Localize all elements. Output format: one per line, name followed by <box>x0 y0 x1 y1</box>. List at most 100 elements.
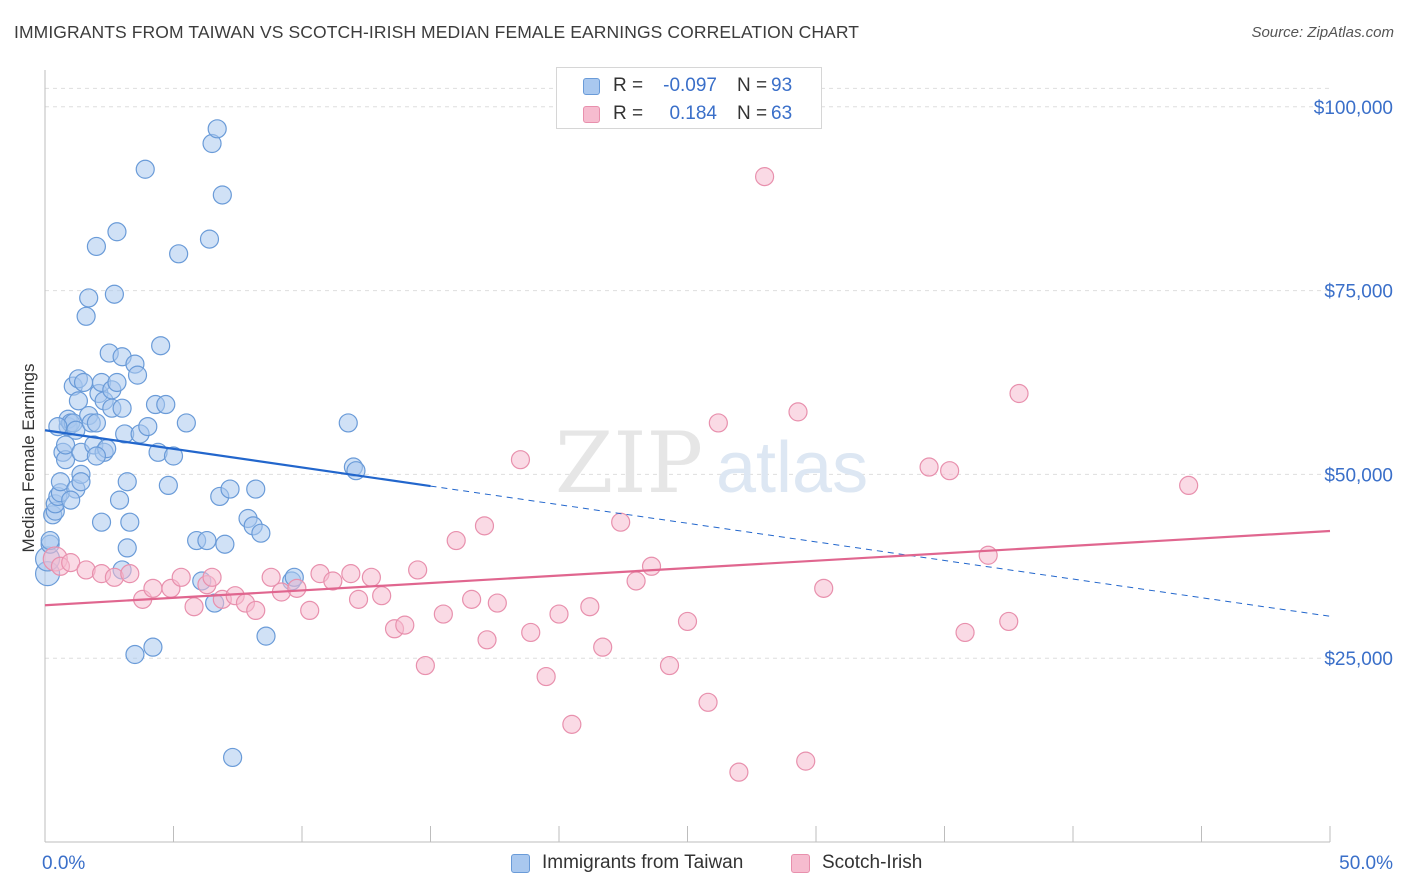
data-point <box>143 578 163 598</box>
data-point <box>251 523 271 543</box>
data-point <box>246 600 266 621</box>
data-point <box>151 336 171 356</box>
r-label: R = <box>613 75 644 96</box>
data-point <box>199 229 220 249</box>
data-point <box>50 472 71 492</box>
y-tick-label: $100,000 <box>1314 98 1393 119</box>
data-point <box>754 167 775 187</box>
data-point <box>109 490 130 510</box>
stats-row-scotch-irish: R = 0.184 N = 63 <box>557 100 821 128</box>
data-point <box>510 450 531 470</box>
data-point <box>207 119 227 139</box>
data-point <box>197 530 217 551</box>
y-axis-label: Median Female Earnings <box>19 364 38 553</box>
data-point <box>86 446 107 466</box>
grid-lines <box>45 87 1330 659</box>
data-point <box>158 475 178 496</box>
data-point <box>593 637 613 657</box>
data-point <box>477 630 497 650</box>
data-point <box>433 604 453 624</box>
series-legend: Immigrants from Taiwan Scotch-Irish <box>0 852 1406 878</box>
data-point <box>156 394 176 415</box>
data-point <box>580 597 600 617</box>
data-point <box>814 578 834 598</box>
r-value: -0.097 <box>663 75 717 96</box>
data-point <box>125 644 145 665</box>
stats-legend: R = -0.097 N = 93 R = 0.184 N = 63 <box>556 67 822 129</box>
data-point <box>562 714 582 734</box>
legend-swatch-scotch-irish <box>791 854 810 873</box>
watermark-zip: ZIP <box>555 414 703 512</box>
watermark: ZIP atlas <box>555 414 868 512</box>
axes <box>44 70 1331 843</box>
chart-title: IMMIGRANTS FROM TAIWAN VS SCOTCH-IRISH M… <box>14 22 860 42</box>
trend-line-scotch-irish <box>44 529 1331 607</box>
data-point <box>474 516 495 536</box>
swatch-scotch-irish <box>583 106 600 123</box>
watermark-atlas: atlas <box>716 428 868 508</box>
data-point <box>729 762 749 782</box>
data-point <box>788 402 808 422</box>
data-point <box>611 512 631 532</box>
data-point <box>127 365 148 385</box>
n-value: 93 <box>771 75 793 96</box>
series-scotch-irish-points <box>42 167 1199 782</box>
y-tick-label: $50,000 <box>1324 465 1393 486</box>
n-label: N = <box>737 75 768 96</box>
data-point <box>287 578 307 598</box>
legend-label-scotch-irish: Scotch-Irish <box>822 852 923 873</box>
data-point <box>246 479 266 499</box>
stats-row-taiwan: R = -0.097 N = 93 <box>557 72 821 100</box>
data-point <box>256 626 276 646</box>
data-point <box>112 398 132 418</box>
data-point <box>104 284 124 304</box>
data-point <box>395 615 415 635</box>
data-point <box>223 747 243 768</box>
data-point <box>521 622 541 643</box>
data-point <box>220 479 240 499</box>
data-point <box>796 751 816 771</box>
data-point <box>641 556 662 576</box>
data-point <box>107 222 127 242</box>
data-point <box>626 571 646 591</box>
data-point <box>698 692 718 712</box>
trend-line-taiwan <box>44 429 431 488</box>
legend-label-taiwan: Immigrants from Taiwan <box>542 852 744 873</box>
trend-line-taiwan-extension <box>430 485 1331 617</box>
source-label: Source: ZipAtlas.com <box>1251 24 1394 41</box>
data-point <box>120 512 140 532</box>
data-point <box>117 472 137 492</box>
data-point <box>341 564 361 584</box>
trend-lines <box>44 429 1331 617</box>
data-point <box>462 589 482 609</box>
data-point <box>176 413 196 433</box>
data-point <box>348 589 369 609</box>
data-point <box>549 604 569 624</box>
data-point <box>338 413 358 433</box>
data-point <box>487 593 507 613</box>
data-point <box>138 416 158 437</box>
data-point <box>163 446 184 466</box>
data-point <box>61 553 81 573</box>
data-point <box>71 472 91 492</box>
data-point <box>120 564 140 584</box>
data-point <box>300 600 320 621</box>
y-tick-label: $75,000 <box>1324 282 1393 303</box>
data-point <box>215 534 235 554</box>
data-point <box>1179 475 1199 496</box>
data-point <box>107 372 127 393</box>
series-taiwan-points <box>34 119 366 768</box>
data-point <box>117 538 137 558</box>
data-point <box>415 655 435 676</box>
data-point <box>68 391 89 411</box>
x-tick-label-min: 0.0% <box>42 853 85 874</box>
data-point <box>659 655 680 676</box>
data-point <box>202 567 222 587</box>
swatch-taiwan <box>583 78 600 95</box>
data-point <box>372 586 392 606</box>
data-point <box>361 567 381 587</box>
x-tick-labels: 0.0% 50.0% <box>42 853 1393 874</box>
n-value: 63 <box>771 103 793 124</box>
data-point <box>677 611 698 632</box>
